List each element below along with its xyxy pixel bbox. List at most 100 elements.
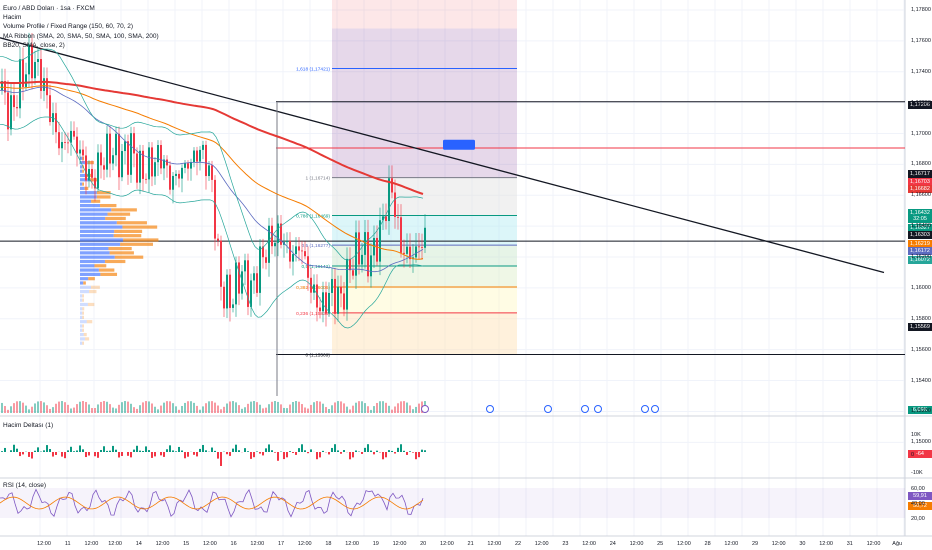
time-tick-label: 16 <box>230 541 237 547</box>
candle-body <box>145 178 147 180</box>
price-tick-label: 1,15000 <box>911 439 931 446</box>
rsi-line <box>0 488 424 518</box>
price-tick-label: 1,16400 <box>911 223 931 230</box>
volume-bar <box>259 404 261 413</box>
vp-bar <box>80 259 105 264</box>
time-tick-label: 19 <box>372 541 379 547</box>
time-tick-label: 12:00 <box>677 541 691 547</box>
time-tick-label: 12:00 <box>534 541 549 547</box>
candle-body <box>166 159 168 166</box>
ma200-line <box>0 80 424 195</box>
volume-bar <box>151 403 153 413</box>
candle-body <box>109 133 111 164</box>
volume-bar <box>19 401 21 413</box>
delta-bar <box>118 452 120 458</box>
event-marker <box>594 405 602 413</box>
time-tick-label: 23 <box>562 541 569 547</box>
candle-body <box>190 162 192 169</box>
vp-bar <box>107 212 131 216</box>
volume-bar <box>358 401 360 413</box>
delta-pane-title[interactable]: Hacim Deltası (1) <box>3 422 54 429</box>
vp-bar <box>80 246 109 251</box>
volume-bar <box>112 407 114 413</box>
delta-bar <box>139 450 141 452</box>
vp-bar <box>82 328 84 332</box>
candle-body <box>313 284 315 293</box>
fib-label: 0,786 (1,16469) <box>296 214 330 220</box>
vp-bar <box>82 298 84 302</box>
ma50-line <box>0 86 424 273</box>
delta-bar <box>106 450 108 452</box>
time-tick-label: 12:00 <box>155 541 170 547</box>
candle-body <box>79 149 81 154</box>
rsi-pane-title[interactable]: RSI (14, close) <box>3 482 46 489</box>
chart-legend: Euro / ABD Doları · 1sa · FXCM Hacim Vol… <box>3 4 159 50</box>
price-tag: 6,09K <box>908 406 932 414</box>
delta-bar <box>355 450 357 452</box>
price-tick-label: 1,17800 <box>911 7 931 13</box>
delta-bar <box>148 450 150 452</box>
delta-bar <box>301 444 303 452</box>
vp-bar <box>108 246 132 251</box>
time-tick-label: 28 <box>704 541 711 547</box>
volume-bar <box>325 407 327 413</box>
time-tick-label: 12:00 <box>250 541 265 547</box>
delta-bar <box>52 452 54 457</box>
delta-bar <box>103 446 105 452</box>
delta-bar <box>178 446 180 452</box>
volume-bar <box>310 404 312 413</box>
volume-bar <box>289 404 291 413</box>
bollinger-legend[interactable]: BB20, SMA, close, 2) <box>3 41 65 49</box>
volume-bar <box>202 406 204 413</box>
candle-body <box>46 78 48 96</box>
candle-body <box>391 178 393 193</box>
price-tag: 1,15569 <box>908 323 932 331</box>
delta-bar <box>10 450 12 452</box>
time-tick-label: 12:00 <box>297 541 312 547</box>
candle-body <box>193 150 195 163</box>
delta-bar <box>61 452 63 457</box>
candle-body <box>274 242 276 247</box>
candle-body <box>103 165 105 170</box>
price-tag: 1,16717 <box>908 170 932 178</box>
vp-bar <box>80 281 84 285</box>
vp-bar <box>80 328 83 332</box>
candle-body <box>277 223 279 243</box>
delta-bar <box>22 452 24 455</box>
candle-body <box>241 271 243 294</box>
delta-bar <box>181 450 183 452</box>
ma-ribbon-legend[interactable]: MA Ribbon (SMA, 20, SMA, 50, SMA, 100, S… <box>3 32 159 40</box>
time-tick-label: 12:00 <box>771 541 786 547</box>
candle-body <box>118 133 120 178</box>
volume-bars <box>1 401 426 413</box>
volume-bar <box>178 409 180 413</box>
candle-body <box>325 292 327 314</box>
volume-bar <box>196 405 198 413</box>
candle-body <box>226 274 228 309</box>
candle-body <box>28 44 30 75</box>
candle-body <box>154 162 156 177</box>
fib-zone <box>332 312 517 355</box>
vp-bar <box>80 195 97 199</box>
volume-bar <box>64 402 66 413</box>
volume-profile-legend[interactable]: Volume Profile / Fixed Range (150, 60, 7… <box>3 23 134 31</box>
delta-bar <box>43 450 45 452</box>
price-tick-label: 1,15400 <box>911 377 931 384</box>
symbol-title[interactable]: Euro / ABD Doları · 1sa · FXCM <box>3 5 95 12</box>
candle-body <box>175 173 177 176</box>
volume-bar <box>22 402 24 413</box>
fib-zone <box>332 245 517 266</box>
event-marker <box>544 405 552 413</box>
delta-bar <box>142 450 144 452</box>
volume-legend[interactable]: Hacim <box>3 14 22 22</box>
candle-body <box>319 307 321 312</box>
volume-bar <box>205 403 207 413</box>
volume-bar <box>13 403 15 413</box>
volume-bar <box>241 408 243 413</box>
vp-bar <box>100 203 117 208</box>
price-tag: 1,16072 <box>908 256 932 264</box>
delta-bar <box>406 452 408 455</box>
candle-body <box>382 216 384 221</box>
price-tick-label: 1,16800 <box>911 161 931 168</box>
